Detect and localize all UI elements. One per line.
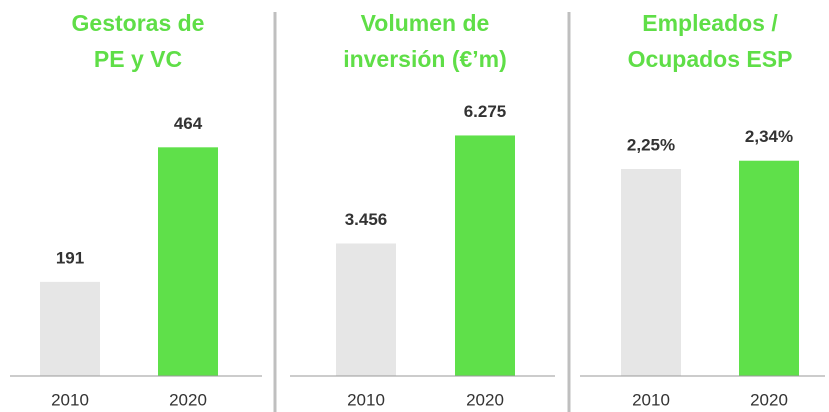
- chart-title: Empleados /: [642, 10, 778, 36]
- bar: [621, 169, 681, 376]
- value-label: 191: [56, 248, 84, 267]
- chart-title: inversión (€’m): [343, 46, 507, 72]
- bar: [40, 281, 100, 376]
- x-tick-label: 2020: [466, 390, 504, 409]
- bar: [739, 160, 799, 376]
- x-tick-label: 2010: [347, 390, 385, 409]
- value-label: 6.275: [464, 102, 507, 121]
- chart-title: PE y VC: [94, 46, 182, 72]
- x-tick-label: 2020: [169, 390, 207, 409]
- value-label: 2,25%: [627, 135, 675, 154]
- value-label: 2,34%: [745, 127, 793, 146]
- x-tick-label: 2010: [51, 390, 89, 409]
- chart-title: Volumen de: [361, 10, 490, 36]
- value-label: 464: [174, 114, 203, 133]
- value-label: 3.456: [345, 210, 388, 229]
- x-tick-label: 2020: [750, 390, 788, 409]
- chart-title: Ocupados ESP: [628, 46, 793, 72]
- x-tick-label: 2010: [632, 390, 670, 409]
- chart-title: Gestoras de: [72, 10, 205, 36]
- bar: [455, 135, 515, 376]
- bar: [158, 147, 218, 376]
- bar: [336, 243, 396, 376]
